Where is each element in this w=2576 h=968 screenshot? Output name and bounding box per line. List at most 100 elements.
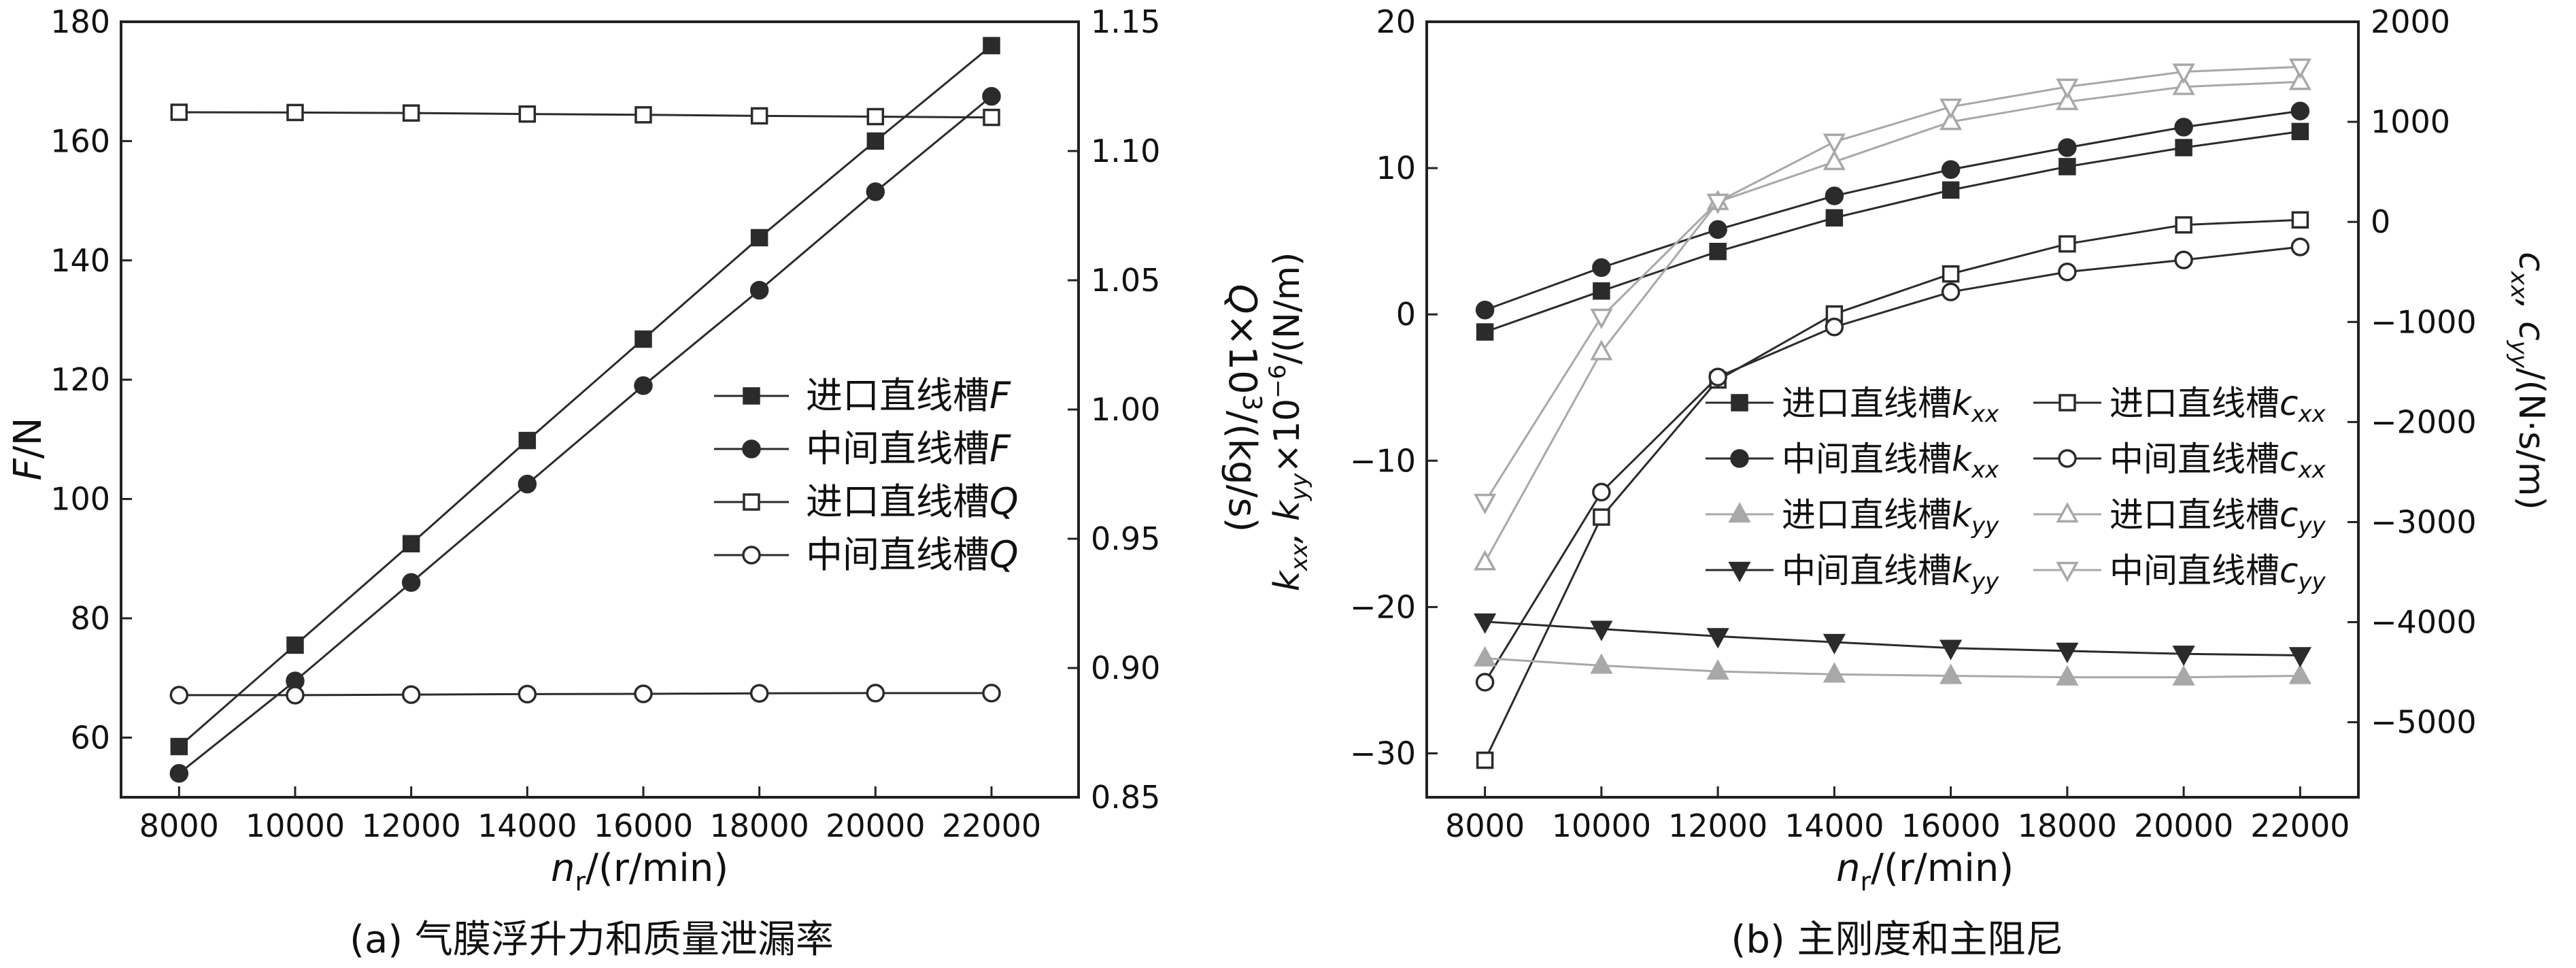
x-tick-label: 22000 (942, 807, 1041, 844)
x-tick-label: 14000 (477, 807, 577, 844)
panel-b-plot-frame (1425, 20, 2360, 799)
panel-a-left-y-axis-label: F/N (6, 418, 50, 481)
data-point (518, 431, 537, 450)
x-tick-label: 10000 (1552, 807, 1651, 844)
series-1 (1476, 122, 2309, 341)
x-tick-label: 18000 (709, 807, 809, 844)
data-point (1474, 646, 1497, 667)
data-point (401, 685, 421, 704)
data-point (170, 103, 188, 121)
x-tick-label: 10000 (245, 807, 345, 844)
right-y-tick-label: 0.85 (1091, 779, 1160, 816)
right-y-tick-label: −1000 (2371, 303, 2477, 340)
data-point (1706, 193, 1729, 214)
right-y-tick-label: 1000 (2371, 103, 2450, 140)
data-point (2056, 642, 2079, 663)
legend-marker (1728, 561, 1751, 582)
data-point (2291, 122, 2309, 141)
right-y-tick-label: 0 (2371, 203, 2390, 240)
legend-item: 进口直线槽F (714, 374, 1011, 417)
data-point (169, 686, 189, 705)
data-point (2056, 665, 2079, 686)
data-point (286, 686, 305, 705)
right-y-tick-label: 1.10 (1091, 133, 1160, 169)
data-point (2288, 59, 2311, 80)
right-y-tick-label: −4000 (2371, 604, 2477, 641)
data-point (749, 684, 769, 703)
data-point (170, 737, 188, 756)
panel-b-left-y-axis: −30 −20 −10 0 10 20 (1350, 3, 1438, 771)
data-point (1475, 673, 1495, 692)
right-y-tick-label: 1.00 (1091, 391, 1160, 428)
data-point (1476, 323, 1494, 341)
data-point (1592, 258, 1611, 278)
data-point (518, 684, 537, 704)
legend-marker (2058, 449, 2077, 468)
series-line (1485, 620, 2301, 656)
panel-b-x-axis: 8000 10000 12000 14000 16000 18000 20000 22000 (1445, 786, 2350, 844)
series-line (179, 111, 992, 119)
data-point (1939, 98, 1963, 119)
legend-item: 进口直线槽kxx (1706, 384, 1999, 428)
series-7 (1474, 613, 2311, 668)
legend-marker (742, 439, 761, 458)
panel-a-series (169, 37, 1001, 783)
series-4 (1475, 237, 2310, 692)
data-point (2172, 665, 2195, 686)
data-point (2174, 250, 2193, 269)
data-point (1709, 242, 1727, 261)
legend-item: 进口直线槽cxx (2033, 384, 2326, 428)
series-5 (1474, 646, 2311, 686)
data-point (2174, 118, 2193, 137)
data-point (1823, 149, 1846, 171)
legend-marker (1730, 449, 1749, 468)
data-point (1708, 220, 1727, 239)
data-point (1708, 367, 1727, 386)
data-point (2172, 74, 2195, 95)
legend-label: 中间直线槽cyy (2109, 551, 2326, 595)
legend-marker (742, 546, 761, 565)
legend-label: 中间直线槽kyy (1782, 551, 1999, 595)
x-tick-label: 18000 (2018, 807, 2117, 844)
panel-a-force-leakage: 8000 10000 12000 14000 16000 18000 20000 22000 … (6, 3, 1267, 962)
data-point (286, 103, 304, 122)
data-point (2058, 235, 2076, 253)
data-point (634, 376, 653, 395)
data-point (2172, 646, 2195, 667)
x-tick-label: 12000 (361, 807, 460, 844)
series-8 (1474, 59, 2311, 515)
legend-item: 中间直线槽F (714, 427, 1011, 470)
data-point (1590, 653, 1613, 674)
left-y-tick-label: 120 (50, 361, 110, 398)
series-3 (1475, 101, 2310, 320)
x-tick-label: 14000 (1784, 807, 1884, 844)
data-point (2175, 216, 2192, 234)
data-point (1941, 160, 1961, 179)
left-y-tick-label: 180 (50, 3, 110, 40)
left-y-tick-label: 140 (50, 242, 110, 279)
right-y-tick-label: 1.05 (1091, 262, 1160, 299)
x-tick-label: 8000 (1445, 807, 1525, 844)
left-y-tick-label: 80 (70, 600, 110, 637)
legend-marker (743, 387, 760, 405)
left-y-tick-label: 20 (1376, 3, 1416, 40)
series-1 (170, 37, 1000, 756)
data-point (1476, 751, 1494, 769)
panel-a-legend: 进口直线槽F 中间直线槽F 进口直线槽Q 中间直线槽Q (714, 374, 1019, 576)
data-point (1474, 550, 1497, 571)
panel-a-x-axis: 8000 10000 12000 14000 16000 18000 20000 22000 (139, 786, 1041, 844)
data-point (2058, 138, 2077, 157)
left-y-tick-label: −20 (1350, 588, 1416, 625)
legend-label: 中间直线槽F (806, 427, 1011, 470)
left-y-tick-label: 10 (1376, 150, 1416, 186)
series-line (1484, 65, 2301, 503)
panel-a-caption: (a) 气膜浮升力和质量泄漏率 (350, 918, 834, 962)
data-point (1823, 662, 1846, 683)
data-point (1706, 659, 1729, 680)
legend-label: 进口直线槽kyy (1782, 495, 1999, 539)
data-point (402, 535, 420, 553)
data-point (1942, 181, 1960, 199)
panel-a-x-axis-label: nr/(r/min) (551, 846, 728, 897)
x-tick-label: 22000 (2250, 807, 2350, 844)
data-point (2291, 211, 2309, 229)
